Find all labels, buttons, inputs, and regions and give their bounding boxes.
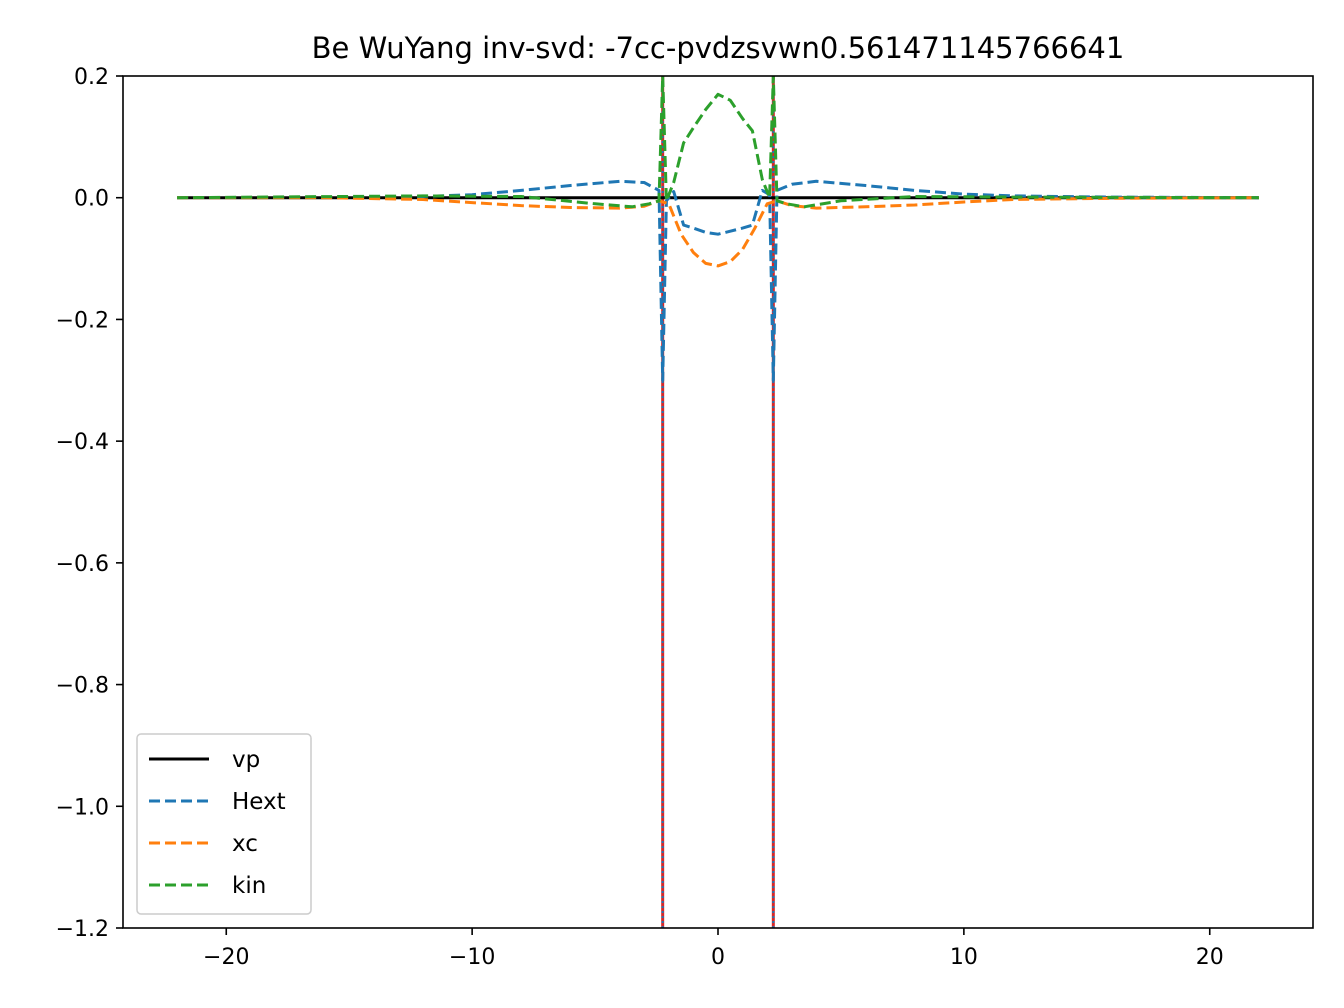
y-tick-label: −0.6	[56, 552, 109, 577]
series-line-xc	[177, 196, 1259, 268]
legend: vp Hext xc kin	[136, 733, 312, 915]
y-tick-label: −1.2	[56, 917, 109, 942]
legend-label-Hext: Hext	[232, 789, 286, 815]
plot-area	[177, 76, 1259, 928]
legend-box	[136, 733, 312, 915]
chart-title: Be WuYang inv-svd: -7cc-pvdzsvwn0.561471…	[312, 31, 1125, 65]
legend-label-kin: kin	[232, 873, 266, 899]
y-tick-label: −0.4	[56, 430, 109, 455]
x-tick-label: 20	[1196, 945, 1224, 970]
series-line-kin	[177, 76, 1259, 209]
x-tick-label: −20	[203, 945, 249, 970]
y-tick-label: 0.2	[74, 65, 109, 90]
y-tick-label: 0.0	[74, 187, 109, 212]
x-tick-label: 0	[711, 945, 725, 970]
series-line-Hext	[177, 179, 1259, 382]
y-tick-label: −0.2	[56, 308, 109, 333]
legend-label-xc: xc	[232, 831, 258, 857]
x-tick-label: 10	[950, 945, 978, 970]
x-tick-label: −10	[449, 945, 495, 970]
legend-label-vp: vp	[232, 747, 260, 773]
y-tick-label: −0.8	[56, 674, 109, 699]
axes: −20 −10 0 10 20 0.2 0.0 −0.2 −0.4 −0.6 −0.8 −1.0 −1.…	[56, 65, 1314, 970]
y-tick-label: −1.0	[56, 795, 109, 820]
